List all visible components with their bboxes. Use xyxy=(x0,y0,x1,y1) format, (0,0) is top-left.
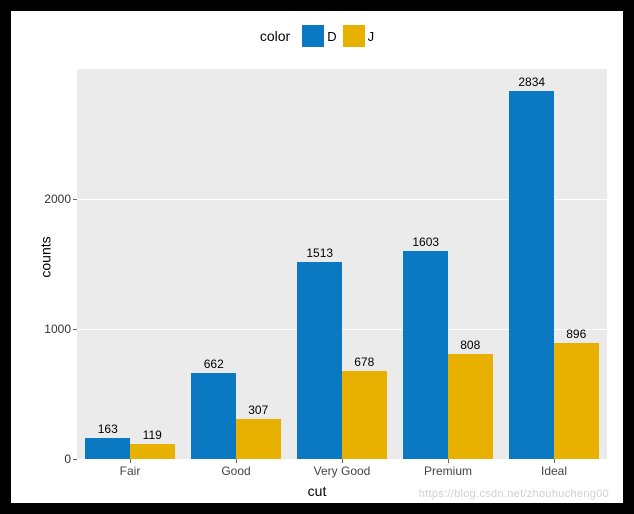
bar-d xyxy=(85,438,130,459)
bar-d xyxy=(403,251,448,459)
xtick-mark xyxy=(130,459,131,463)
xtick-mark xyxy=(342,459,343,463)
xtick-label: Premium xyxy=(424,464,472,478)
xtick-label: Very Good xyxy=(314,464,371,478)
legend-swatch-d xyxy=(302,25,324,47)
bar-value-label: 678 xyxy=(354,355,374,371)
xtick-label: Good xyxy=(221,464,250,478)
xtick-mark xyxy=(236,459,237,463)
bar-d xyxy=(297,262,342,459)
legend-swatch-j xyxy=(343,25,365,47)
bar-j xyxy=(342,371,387,459)
bar-d xyxy=(191,373,236,459)
plot-panel xyxy=(77,69,607,459)
y-axis-label: counts xyxy=(38,236,54,277)
bar-value-label: 307 xyxy=(248,403,268,419)
bar-value-label: 1603 xyxy=(412,235,439,251)
ytick-label: 2000 xyxy=(31,192,71,206)
bar-j xyxy=(130,444,175,459)
bar-value-label: 119 xyxy=(143,428,162,444)
watermark-text: https://blog.csdn.net/zhouhucheng00 xyxy=(419,488,609,500)
bar-value-label: 163 xyxy=(98,422,118,438)
ytick-mark xyxy=(73,329,77,330)
bar-value-label: 1513 xyxy=(306,246,333,262)
bar-value-label: 896 xyxy=(566,327,586,343)
legend-label-j: J xyxy=(368,29,375,44)
bar-value-label: 662 xyxy=(204,357,224,373)
legend-title: color xyxy=(260,28,290,44)
bar-j xyxy=(448,354,493,459)
bar-value-label: 2834 xyxy=(518,75,545,91)
chart-frame: color D J counts cut https://blog.csdn.n… xyxy=(0,0,634,514)
xtick-mark xyxy=(554,459,555,463)
xtick-label: Fair xyxy=(120,464,141,478)
xtick-label: Ideal xyxy=(541,464,567,478)
ytick-label: 1000 xyxy=(31,322,71,336)
bar-j xyxy=(236,419,281,459)
xtick-mark xyxy=(448,459,449,463)
ytick-label: 0 xyxy=(31,452,71,466)
legend: color D J xyxy=(11,25,623,47)
bar-d xyxy=(509,91,554,459)
legend-item-d: D xyxy=(302,25,336,47)
bar-value-label: 808 xyxy=(460,338,480,354)
ytick-mark xyxy=(73,199,77,200)
ytick-mark xyxy=(73,459,77,460)
bar-j xyxy=(554,343,599,459)
chart-canvas: color D J counts cut https://blog.csdn.n… xyxy=(11,11,623,503)
legend-label-d: D xyxy=(327,29,336,44)
legend-item-j: J xyxy=(343,25,375,47)
